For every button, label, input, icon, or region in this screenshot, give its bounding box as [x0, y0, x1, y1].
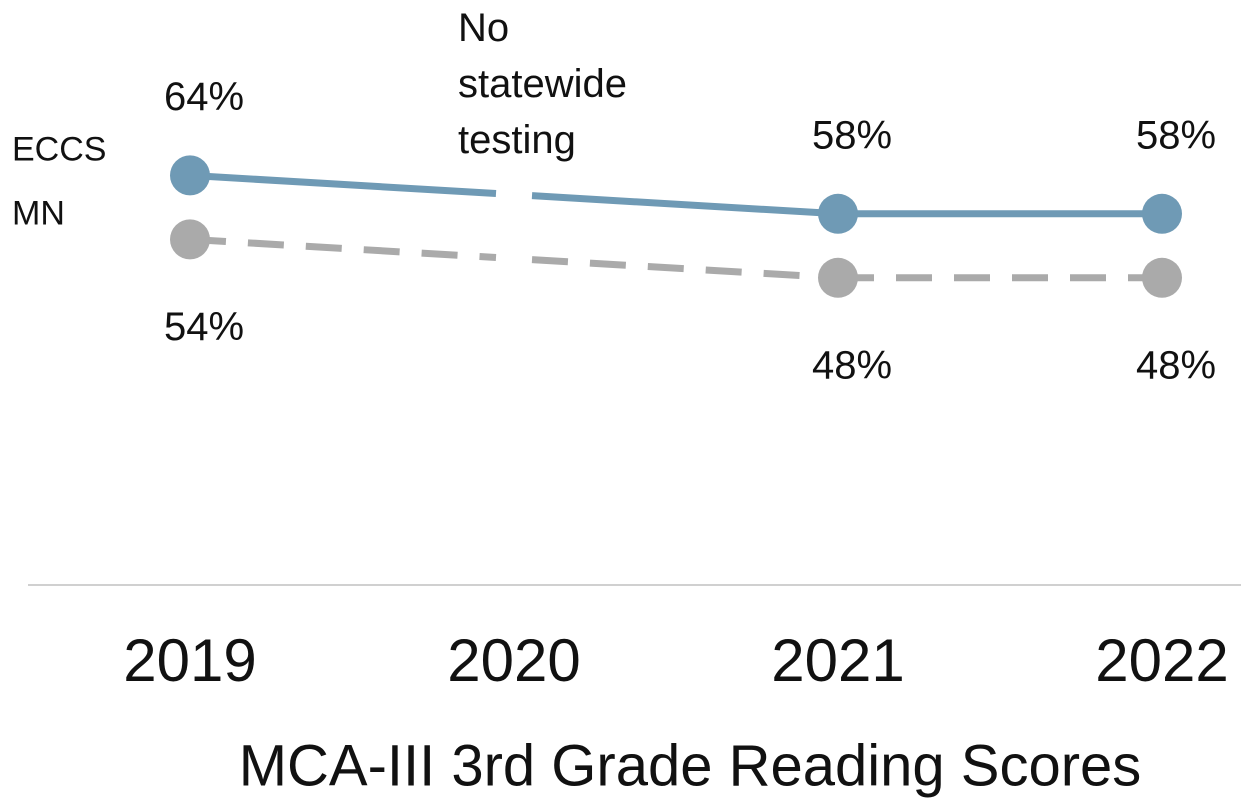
data-label: 64%	[164, 75, 244, 119]
chart-title: MCA-III 3rd Grade Reading Scores	[239, 733, 1142, 798]
point	[170, 219, 210, 260]
x-tick-label: 2022	[1095, 627, 1228, 694]
x-tick-label: 2019	[123, 627, 256, 694]
data-label: 54%	[164, 305, 244, 349]
data-label: 58%	[812, 113, 892, 157]
series-bridge	[531, 192, 839, 218]
data-label: 48%	[812, 343, 892, 387]
point	[818, 257, 858, 298]
series-bridge	[189, 235, 497, 262]
point	[170, 155, 210, 196]
legend-label: MN	[12, 194, 65, 232]
data-label: 58%	[1136, 113, 1216, 157]
series-bridge	[531, 256, 839, 282]
point	[1142, 257, 1182, 298]
x-tick-label: 2020	[447, 627, 580, 694]
legend-label: ECCS	[12, 130, 106, 168]
point	[818, 193, 858, 234]
series-bridge	[189, 171, 497, 198]
x-tick-label: 2021	[771, 627, 904, 694]
annotation: No statewide testing	[458, 6, 627, 162]
data-label: 48%	[1136, 343, 1216, 387]
point	[1142, 193, 1182, 234]
